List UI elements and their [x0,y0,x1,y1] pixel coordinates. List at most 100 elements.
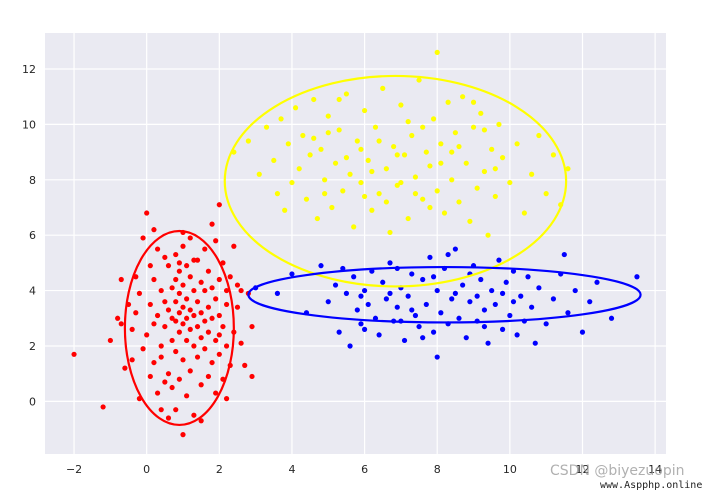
data-point [169,285,175,291]
data-point [249,373,255,380]
data-point [376,138,382,144]
data-point [369,168,375,175]
y-tick-label: 2 [29,340,36,353]
data-point [151,359,157,366]
data-point [176,290,182,296]
data-point [187,368,193,374]
data-point [529,304,535,310]
data-point [405,119,411,125]
data-point [194,299,201,305]
data-point [343,155,350,161]
data-point [234,282,241,288]
y-tick-label: 6 [29,229,36,242]
data-point [409,132,415,139]
data-point [543,191,549,197]
data-point [216,202,222,208]
data-point [456,315,462,321]
data-point [481,307,488,313]
data-point [347,171,353,177]
data-point [209,359,215,366]
data-point [184,296,190,302]
data-point [383,199,389,205]
data-point [383,296,389,302]
data-point [507,312,513,319]
data-point [136,290,143,296]
data-point [427,163,433,169]
data-point [594,279,600,285]
data-point [300,132,306,139]
data-point [180,432,186,438]
data-point [550,152,557,158]
data-point [263,124,270,130]
data-point [194,323,201,330]
data-point [561,251,567,258]
data-point [133,310,139,316]
data-point [191,343,197,349]
data-point [289,271,295,277]
data-point [176,329,182,335]
data-point [202,287,208,294]
data-point [173,407,179,413]
data-point [249,323,255,330]
data-point [238,340,244,346]
data-point [180,282,186,288]
data-point [405,215,411,222]
data-point [187,235,193,241]
data-point [579,329,586,335]
data-point [456,199,462,205]
data-point [173,348,179,355]
x-tick-label: 4 [288,463,295,476]
data-point [245,138,251,144]
data-point [165,415,172,421]
data-point [220,260,226,266]
y-tick-label: 0 [29,395,36,408]
data-point [460,282,466,288]
data-point [129,326,135,332]
data-point [173,251,179,258]
data-point [191,287,197,294]
data-point [550,296,557,302]
data-point [481,127,488,133]
data-point [307,152,313,158]
data-point [507,179,513,186]
data-point [340,188,346,194]
data-point [478,276,484,283]
data-point [474,293,480,299]
data-point [492,166,498,172]
data-point [147,263,153,269]
data-point [358,179,364,186]
data-point [194,354,201,360]
data-point [401,337,408,344]
data-point [151,227,157,233]
grid [45,33,666,454]
data-point [318,146,324,152]
data-point [347,343,353,349]
data-point [216,312,222,319]
data-point [165,263,172,269]
data-point [430,329,437,335]
data-point [434,287,440,294]
data-point [187,274,193,280]
data-point [387,229,393,236]
data-point [296,166,302,172]
data-point [449,177,455,183]
data-point [216,332,222,338]
data-point [438,310,444,316]
data-point [169,384,175,391]
data-point [213,390,219,396]
data-point [351,274,357,280]
data-point [452,130,458,136]
data-point [202,346,208,352]
data-point [456,143,462,150]
data-point [198,335,204,341]
data-point [380,85,386,91]
data-point [398,102,404,108]
data-point [489,146,495,152]
data-point [434,354,440,360]
data-point [449,149,455,155]
data-point [420,124,426,130]
data-point [158,343,164,349]
data-point [191,412,197,418]
data-point [496,257,502,263]
data-point [503,279,509,285]
